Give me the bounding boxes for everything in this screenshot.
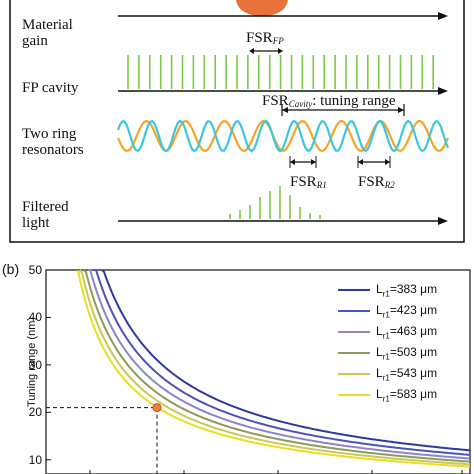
legend-item: Lr1=383 μm: [338, 282, 437, 298]
fsr-r2-label: FSRR2: [358, 174, 395, 190]
x-ticks: [89, 470, 463, 474]
ring2-wave: [116, 119, 450, 153]
legend-swatch: [338, 310, 370, 313]
filtered-light-spikes: [229, 186, 321, 219]
tuning-range-arrow: [281, 104, 405, 116]
series-line: [101, 269, 471, 452]
series-line: [94, 269, 471, 456]
y-tick-label: 30: [28, 357, 42, 372]
legend-swatch: [338, 352, 370, 355]
fsr-r2-arrow: [357, 156, 391, 168]
fsr-fp-arrow: [249, 48, 283, 54]
axis-fp-cavity: [118, 87, 448, 95]
ring1-wave: [116, 119, 450, 153]
panel-b-label: (b): [2, 261, 20, 277]
series-line: [83, 269, 471, 463]
y-tick-label: 40: [28, 310, 42, 325]
axis-filtered-light: [118, 217, 448, 225]
legend-swatch: [338, 373, 370, 376]
legend-label: Lr1=503 μm: [376, 345, 438, 362]
legend-swatch: [338, 394, 370, 397]
legend-item: Lr1=423 μm: [338, 303, 437, 319]
legend-item: Lr1=463 μm: [338, 324, 437, 340]
fsr-r1-label: FSRR1: [290, 174, 327, 190]
fsr-r1-arrow: [289, 156, 317, 168]
axis-material-gain: [118, 12, 448, 20]
legend-swatch: [338, 289, 370, 292]
legend-label: Lr1=423 μm: [376, 303, 438, 320]
legend-item: Lr1=503 μm: [338, 345, 437, 361]
series-line: [79, 269, 471, 466]
series-line: [77, 269, 471, 468]
marker-group: [46, 403, 162, 474]
gain-dome-shape: [236, 0, 288, 16]
legend-label: Lr1=383 μm: [376, 282, 438, 299]
legend-label: Lr1=543 μm: [376, 366, 438, 383]
label-fp-cavity: FP cavity: [22, 80, 79, 96]
marker-point: [152, 403, 162, 413]
y-tick-label: 10: [28, 452, 42, 467]
y-tick-label: 20: [28, 405, 42, 420]
label-material-gain: Material gain: [22, 17, 73, 49]
y-tick-label: 50: [28, 263, 42, 277]
panel-a-frame: [9, 0, 465, 243]
panel-a-svg: [9, 0, 465, 243]
label-filtered-light: Filtered light: [22, 199, 69, 231]
fp-comb: [127, 55, 435, 89]
curves: [77, 269, 471, 468]
series-line: [88, 269, 471, 460]
fsr-cavity-label: FSRCavity: tuning range: [262, 93, 396, 109]
fsr-fp-label: FSRFP: [246, 30, 284, 46]
y-ticks: [46, 269, 51, 461]
legend-label: Lr1=463 μm: [376, 324, 438, 341]
label-two-ring: Two ring resonators: [22, 126, 84, 158]
plot-frame: [45, 269, 471, 474]
legend-label: Lr1=583 μm: [376, 387, 438, 404]
legend-item: Lr1=543 μm: [338, 366, 437, 382]
legend-swatch: [338, 331, 370, 334]
legend-item: Lr1=583 μm: [338, 387, 437, 403]
